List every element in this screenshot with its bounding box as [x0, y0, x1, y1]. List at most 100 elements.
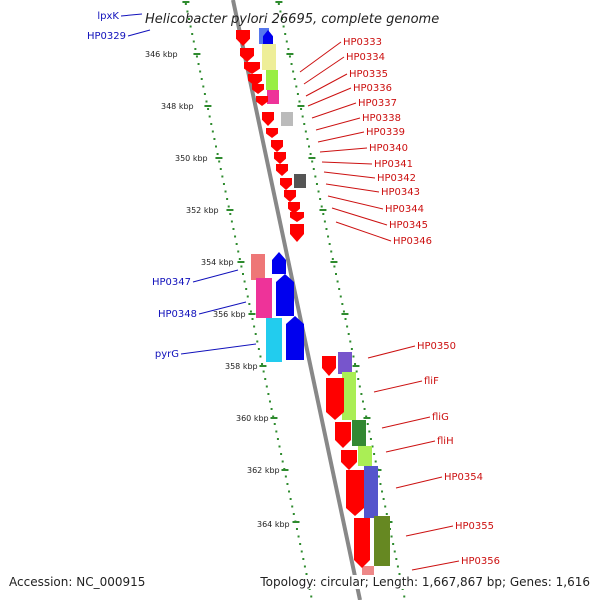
scale-label-360: 360 kbp: [236, 414, 269, 423]
forward-gene-arrow: [252, 84, 264, 94]
scale-label-358: 358 kbp: [225, 362, 258, 371]
cog-block: [262, 44, 276, 70]
leader-line: [373, 380, 423, 393]
reverse-gene-arrow: [263, 30, 273, 44]
gene-label: HP0355: [455, 521, 494, 532]
scale-label-348: 348 kbp: [161, 102, 194, 111]
gene-label: fliG: [432, 412, 449, 423]
accession-text: Accession: NC_000915: [9, 575, 146, 589]
leader-line: [319, 147, 368, 153]
forward-gene-arrow: [284, 190, 296, 202]
label-leader-lines: [120, 13, 460, 571]
leader-line: [307, 87, 352, 107]
forward-gene-arrow: [354, 518, 370, 568]
gene-label: pyrG: [155, 349, 179, 360]
leader-line: [325, 183, 380, 193]
cog-block: [294, 174, 306, 188]
leader-line: [198, 301, 247, 315]
gene-label: HP0333: [343, 37, 382, 48]
forward-gene-arrow: [240, 48, 254, 62]
leader-line: [367, 345, 416, 359]
leader-line: [317, 131, 365, 143]
genome-summary-text: Topology: circular; Length: 1,667,867 bp…: [260, 575, 590, 589]
gene-label: HP0335: [349, 69, 388, 80]
forward-gene-arrow: [326, 378, 344, 420]
forward-gene-arrow: [335, 422, 351, 448]
cog-block: [358, 446, 372, 466]
reverse-gene-arrow: [272, 252, 286, 274]
gene-label: HP0334: [346, 52, 385, 63]
gene-arrows: [236, 30, 370, 568]
scale-label-356: 356 kbp: [213, 310, 246, 319]
gene-label: HP0343: [381, 187, 420, 198]
leader-line: [331, 207, 388, 226]
leader-line: [327, 195, 384, 210]
cog-block: [352, 420, 366, 446]
leader-line: [335, 221, 392, 242]
leader-line: [315, 117, 361, 131]
leader-line: [299, 41, 342, 73]
forward-gene-arrow: [274, 152, 286, 164]
forward-gene-arrow: [322, 356, 336, 376]
gene-label: HP0336: [353, 83, 392, 94]
forward-gene-arrow: [248, 74, 262, 86]
leader-line: [305, 73, 348, 97]
gene-labels: HP0333 HP0334 HP0335 HP0336 HP0337 HP0338 HP03…: [87, 11, 500, 567]
gene-label: HP0337: [358, 98, 397, 109]
leader-line: [311, 102, 357, 119]
gene-label: HP0345: [389, 220, 428, 231]
gene-label: HP0338: [362, 113, 401, 124]
scale-label-362: 362 kbp: [247, 466, 280, 475]
leader-line: [405, 525, 454, 537]
gene-label: fliH: [437, 436, 454, 447]
leader-line: [395, 476, 443, 489]
cog-block: [266, 70, 278, 90]
forward-gene-arrow: [280, 178, 292, 190]
gene-label: HP0342: [377, 173, 416, 184]
forward-gene-arrow: [244, 62, 260, 74]
cog-block: [281, 112, 293, 126]
cog-block: [251, 254, 265, 280]
forward-gene-arrow: [256, 96, 268, 106]
forward-gene-arrow: [290, 212, 304, 222]
leader-line: [127, 29, 151, 37]
cog-block: [256, 278, 272, 318]
gene-label: HP0350: [417, 341, 456, 352]
forward-gene-arrow: [271, 140, 283, 152]
leader-line: [192, 269, 239, 283]
cog-block: [267, 90, 279, 104]
cog-block: [342, 372, 356, 420]
cog-block: [374, 516, 390, 566]
cog-block: [338, 352, 352, 374]
leader-line: [411, 560, 460, 571]
forward-gene-arrow: [341, 450, 357, 470]
gene-label: HP0347: [152, 277, 191, 288]
scale-label-346: 346 kbp: [145, 50, 178, 59]
leader-line: [385, 440, 436, 453]
gene-label: HP0341: [374, 159, 413, 170]
scale-label-364: 364 kbp: [257, 520, 290, 529]
gene-label: HP0348: [158, 309, 197, 320]
leader-line: [381, 416, 431, 429]
gene-label: HP0346: [393, 236, 432, 247]
map-title: Helicobacter pylori 26695, complete geno…: [145, 12, 439, 27]
leader-line: [180, 343, 257, 355]
gene-label: fliF: [424, 376, 439, 387]
gene-label: HP0329: [87, 31, 126, 42]
forward-gene-arrow: [346, 470, 364, 516]
scale-label-354: 354 kbp: [201, 258, 234, 267]
gene-label: HP0344: [385, 204, 424, 215]
forward-gene-arrow: [290, 224, 304, 242]
forward-gene-arrow: [262, 112, 274, 126]
scale-label-352: 352 kbp: [186, 206, 219, 215]
genome-backbone: [231, 0, 362, 600]
cog-block: [266, 318, 282, 362]
gene-label: HP0356: [461, 556, 500, 567]
gene-label: HP0340: [369, 143, 408, 154]
forward-gene-arrow: [288, 202, 300, 214]
forward-gene-arrow: [276, 164, 288, 176]
leader-line: [120, 13, 143, 17]
cog-block: [364, 466, 378, 518]
leader-line: [303, 56, 345, 85]
